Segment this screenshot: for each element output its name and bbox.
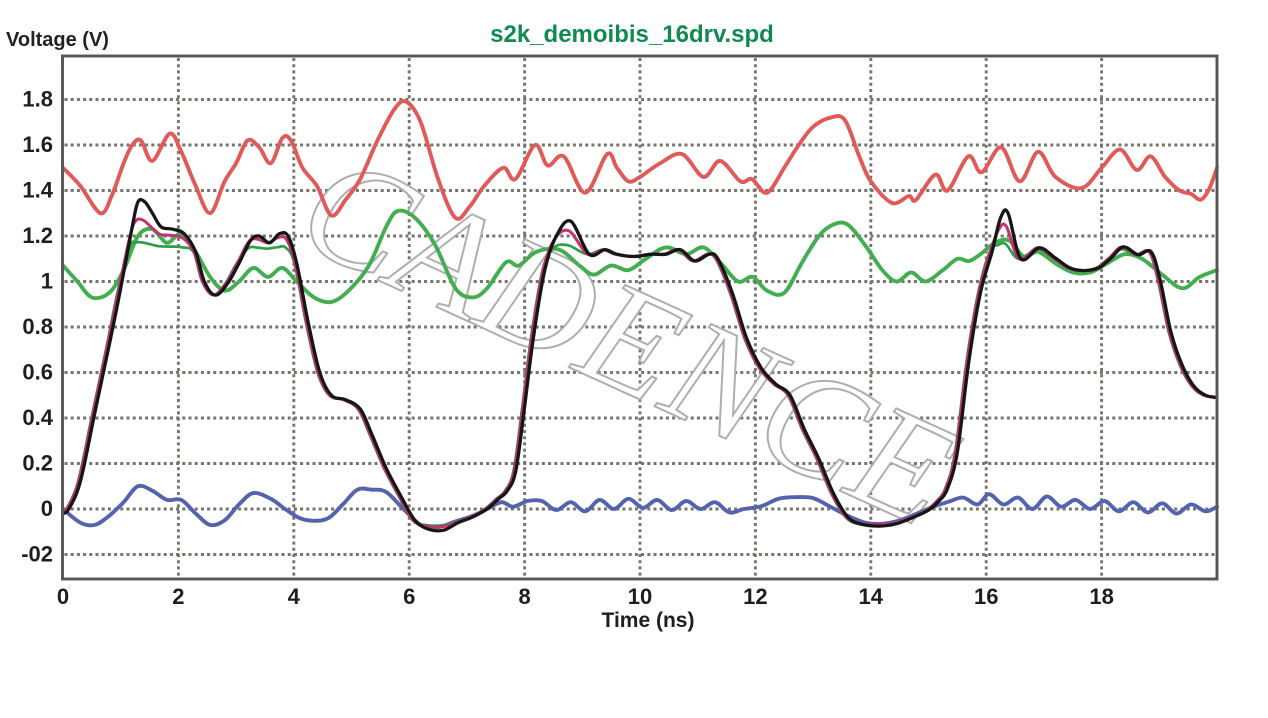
svg-text:2: 2 (172, 584, 184, 609)
svg-text:1.8: 1.8 (22, 87, 53, 112)
svg-text:-02: -02 (21, 542, 53, 567)
svg-text:18: 18 (1089, 584, 1113, 609)
svg-text:1.6: 1.6 (22, 132, 53, 157)
svg-text:0.4: 0.4 (22, 405, 53, 430)
svg-text:Time (ns): Time (ns) (602, 609, 695, 632)
svg-text:1: 1 (41, 269, 53, 294)
svg-text:1.2: 1.2 (22, 223, 53, 248)
svg-text:10: 10 (628, 584, 652, 609)
svg-text:4: 4 (288, 584, 301, 609)
svg-text:0: 0 (57, 584, 69, 609)
svg-text:s2k_demoibis_16drv.spd: s2k_demoibis_16drv.spd (490, 21, 774, 48)
svg-text:6: 6 (403, 584, 415, 609)
svg-text:16: 16 (974, 584, 998, 609)
svg-text:0.6: 0.6 (22, 360, 53, 385)
svg-text:0: 0 (41, 496, 53, 521)
svg-text:14: 14 (859, 584, 884, 609)
svg-text:Voltage (V): Voltage (V) (6, 29, 109, 51)
svg-text:12: 12 (743, 584, 767, 609)
svg-text:1.4: 1.4 (22, 178, 53, 203)
svg-text:0.2: 0.2 (22, 451, 53, 476)
svg-text:8: 8 (518, 584, 530, 609)
svg-text:0.8: 0.8 (22, 314, 53, 339)
